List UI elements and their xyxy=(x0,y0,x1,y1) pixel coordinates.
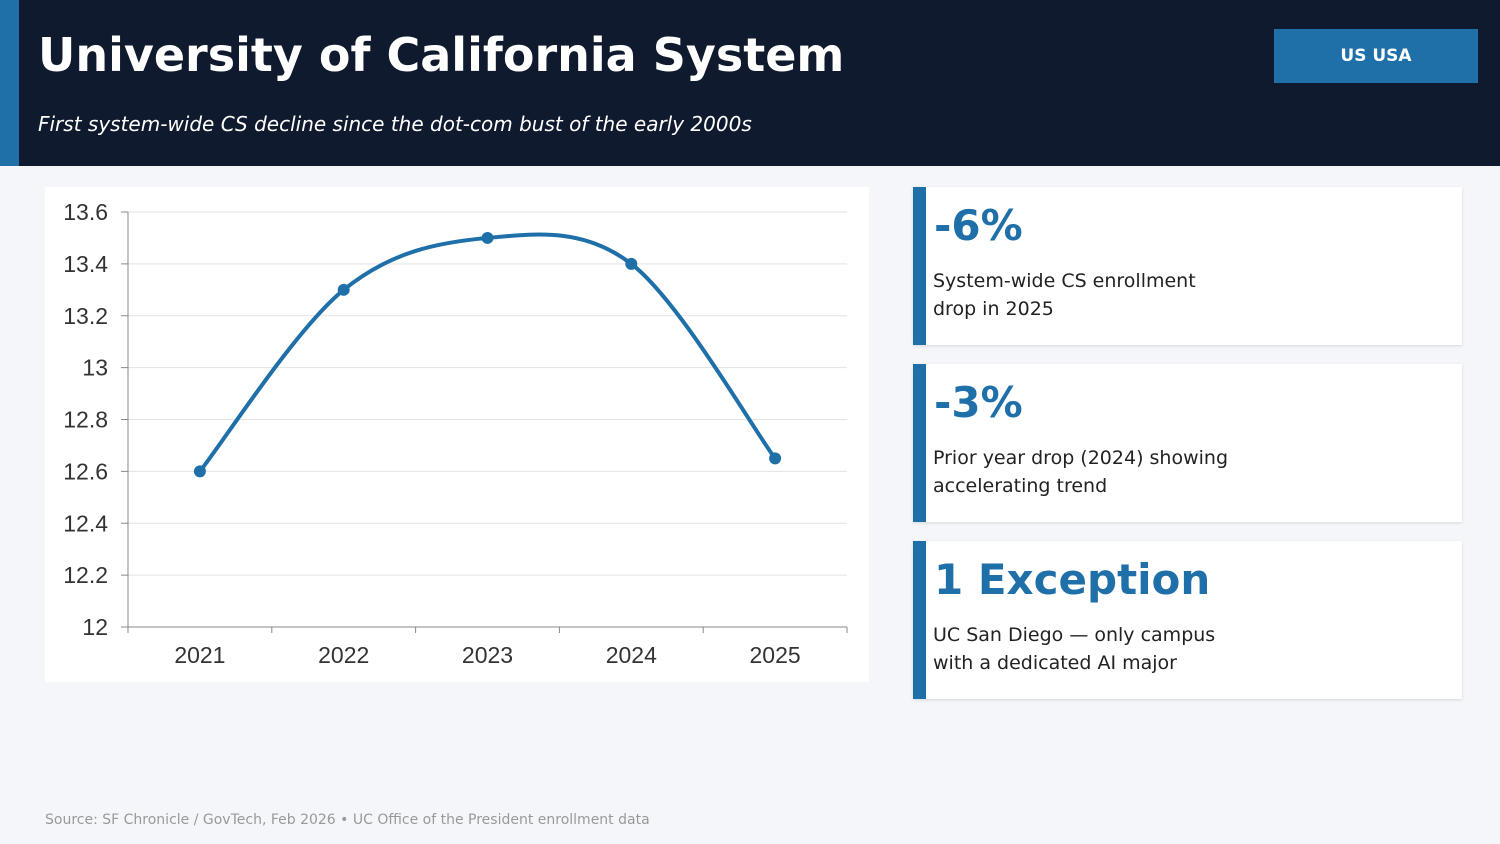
x-tick-label: 2025 xyxy=(750,642,801,668)
y-tick-label: 13.2 xyxy=(63,303,108,329)
stat-card-3: 1 Exception UC San Diego — only campus w… xyxy=(913,541,1462,699)
y-tick-label: 13.4 xyxy=(63,251,108,277)
stat-description: System-wide CS enrollment drop in 2025 xyxy=(933,270,1196,320)
source-note: Source: SF Chronicle / GovTech, Feb 2026… xyxy=(45,812,650,828)
stat-description: UC San Diego — only campus with a dedica… xyxy=(933,624,1216,674)
stat-value: 1 Exception xyxy=(934,555,1211,604)
data-point xyxy=(193,465,206,478)
y-tick-label: 12.8 xyxy=(63,407,108,433)
x-tick-label: 2023 xyxy=(462,642,513,668)
data-point xyxy=(769,452,782,465)
accent-bar xyxy=(0,0,19,166)
y-tick-label: 12 xyxy=(82,614,108,640)
data-point xyxy=(625,257,638,270)
stat-value: -3% xyxy=(934,378,1023,427)
page-title: University of California System xyxy=(38,28,845,82)
y-tick-label: 13 xyxy=(82,355,108,381)
y-tick-label: 12.6 xyxy=(63,458,108,484)
x-tick-label: 2024 xyxy=(606,642,657,668)
stat-card-2: -3% Prior year drop (2024) showing accel… xyxy=(913,364,1462,522)
line-chart: 12 12.2 12.4 12.6 12.8 13 13.2 13.4 13.6 2021 2022… xyxy=(63,199,848,668)
y-tick-label: 12.2 xyxy=(63,562,108,588)
y-tick-label: 12.4 xyxy=(63,510,108,536)
stat-value: -6% xyxy=(934,201,1023,250)
x-tick-label: 2022 xyxy=(318,642,369,668)
page-subtitle: First system-wide CS decline since the d… xyxy=(38,112,752,136)
data-point xyxy=(337,283,350,296)
chart-panel: 12 12.2 12.4 12.6 12.8 13 13.2 13.4 13.6 2021 2022… xyxy=(45,187,869,682)
stat-description: Prior year drop (2024) showing accelerat… xyxy=(933,447,1229,497)
y-tick-label: 13.6 xyxy=(63,199,108,225)
x-tick-label: 2021 xyxy=(174,642,225,668)
data-point xyxy=(481,231,494,244)
series-line xyxy=(198,232,777,473)
stat-card-1: -6% System-wide CS enrollment drop in 20… xyxy=(913,187,1462,345)
header: University of California System First sy… xyxy=(0,0,1500,166)
country-badge: US USA xyxy=(1274,29,1478,83)
